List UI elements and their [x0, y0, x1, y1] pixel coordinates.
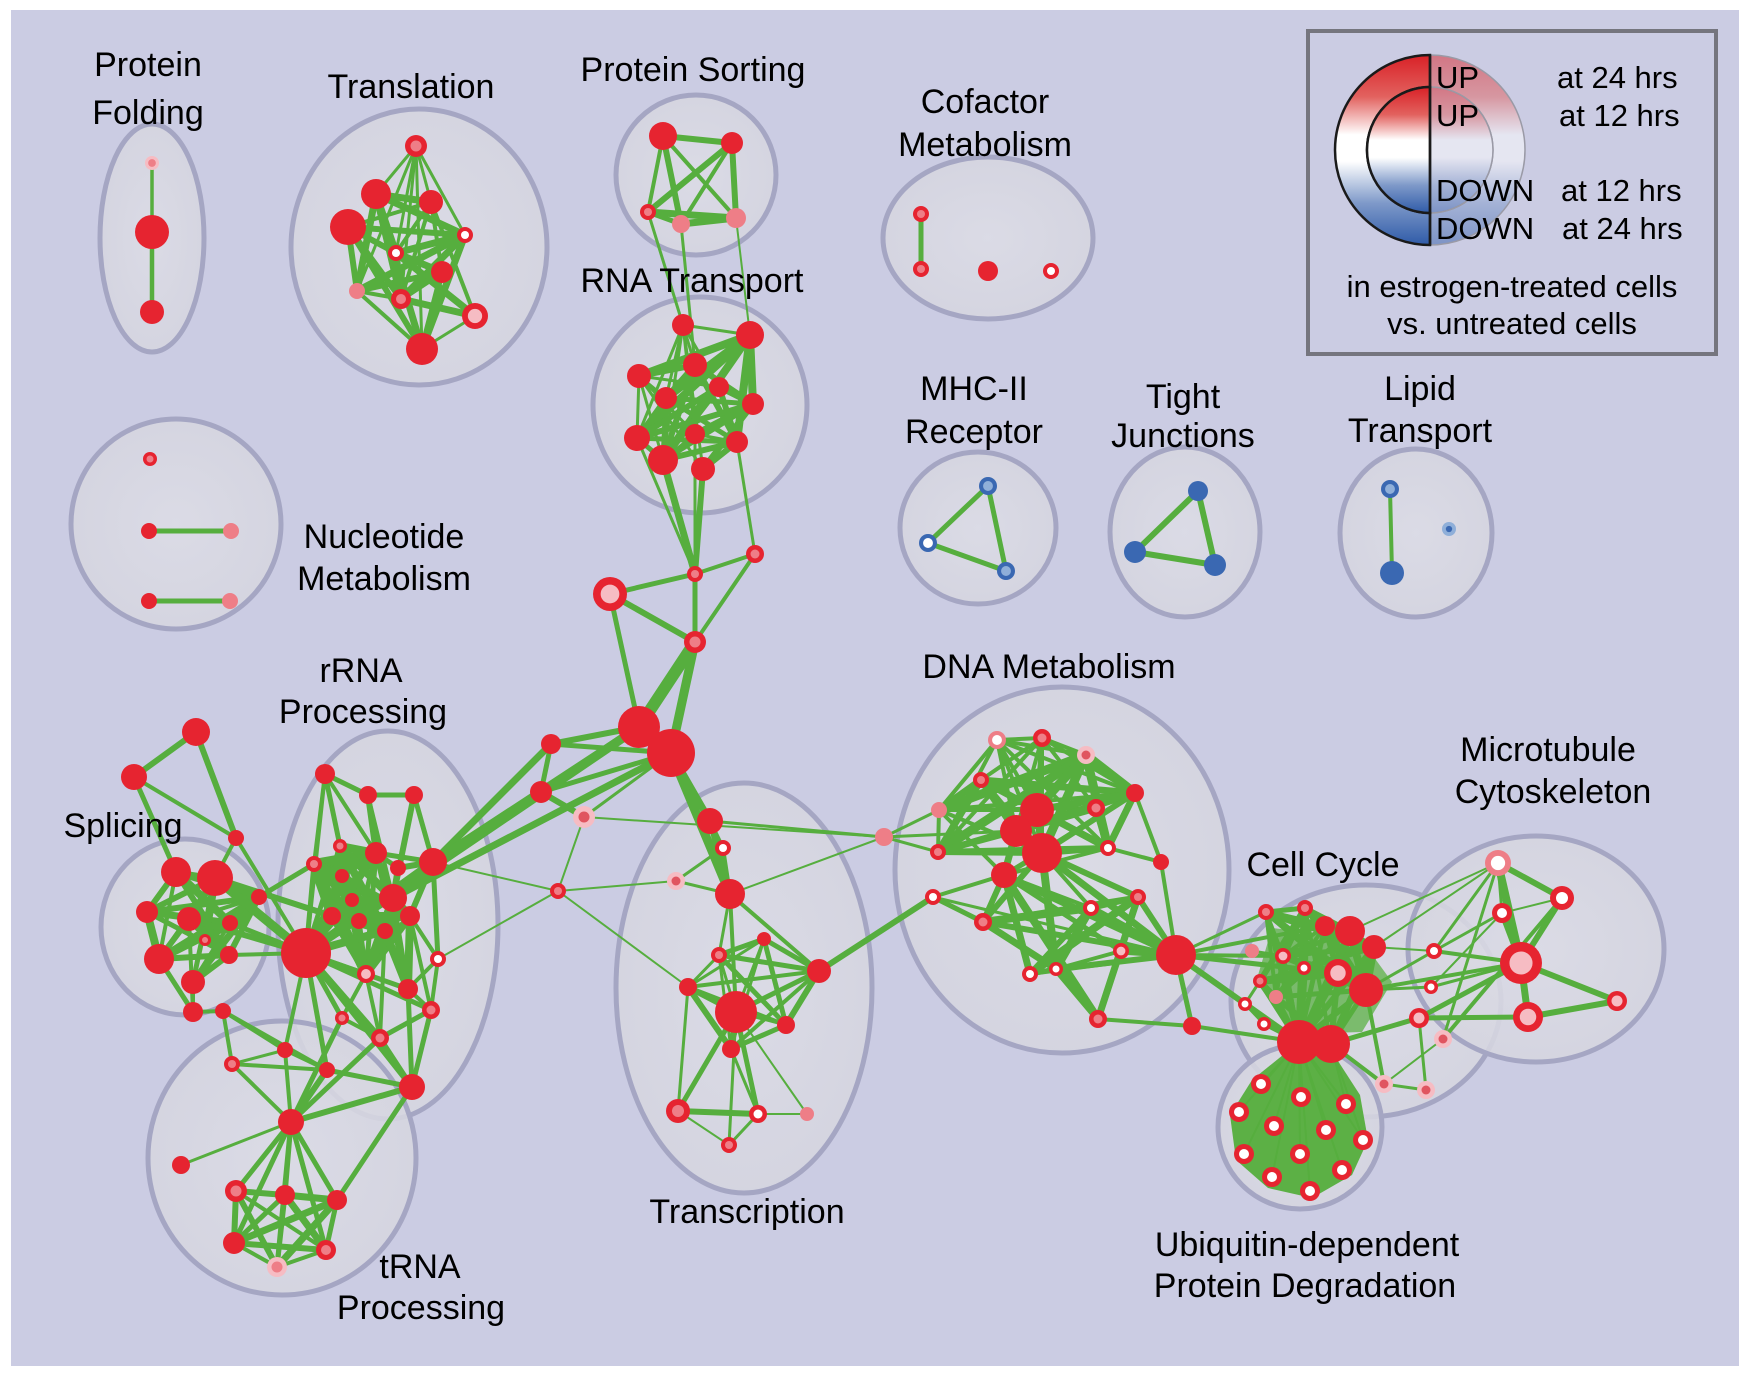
svg-text:Cytoskeleton: Cytoskeleton: [1455, 773, 1652, 811]
svg-text:Nucleotide: Nucleotide: [304, 518, 465, 556]
svg-text:rRNA: rRNA: [319, 652, 402, 690]
svg-text:Metabolism: Metabolism: [297, 560, 471, 598]
svg-text:Cofactor: Cofactor: [921, 83, 1050, 121]
svg-text:DOWN: DOWN: [1436, 211, 1534, 246]
svg-text:DNA Metabolism: DNA Metabolism: [922, 648, 1175, 686]
svg-text:Transport: Transport: [1348, 412, 1493, 450]
svg-text:Folding: Folding: [92, 94, 204, 132]
svg-text:at 12 hrs: at 12 hrs: [1561, 173, 1682, 208]
svg-text:Ubiquitin-dependent: Ubiquitin-dependent: [1155, 1226, 1460, 1264]
svg-text:MHC-II: MHC-II: [920, 370, 1028, 408]
svg-text:at 24 hrs: at 24 hrs: [1557, 60, 1678, 95]
svg-text:UP: UP: [1436, 98, 1479, 133]
svg-text:Processing: Processing: [279, 693, 447, 731]
svg-text:Cell Cycle: Cell Cycle: [1246, 846, 1399, 884]
svg-text:Translation: Translation: [328, 68, 495, 106]
svg-text:in estrogen-treated cells: in estrogen-treated cells: [1347, 269, 1678, 304]
svg-text:Tight: Tight: [1146, 378, 1221, 416]
svg-text:Microtubule: Microtubule: [1460, 731, 1636, 769]
svg-text:Protein Sorting: Protein Sorting: [581, 51, 806, 89]
svg-text:Protein: Protein: [94, 46, 202, 84]
svg-text:Receptor: Receptor: [905, 413, 1043, 451]
svg-text:tRNA: tRNA: [379, 1248, 461, 1286]
svg-text:Protein Degradation: Protein Degradation: [1154, 1267, 1456, 1305]
svg-text:Processing: Processing: [337, 1289, 505, 1327]
svg-text:DOWN: DOWN: [1436, 173, 1534, 208]
svg-text:Metabolism: Metabolism: [898, 126, 1072, 164]
svg-text:at 12 hrs: at 12 hrs: [1559, 98, 1680, 133]
svg-text:at 24 hrs: at 24 hrs: [1562, 211, 1683, 246]
svg-text:vs. untreated cells: vs. untreated cells: [1387, 306, 1637, 341]
svg-text:Splicing: Splicing: [63, 807, 182, 845]
svg-text:UP: UP: [1436, 60, 1479, 95]
svg-text:RNA Transport: RNA Transport: [581, 262, 805, 300]
svg-text:Junctions: Junctions: [1111, 417, 1255, 455]
svg-text:Lipid: Lipid: [1384, 370, 1456, 408]
svg-text:Transcription: Transcription: [649, 1193, 844, 1231]
